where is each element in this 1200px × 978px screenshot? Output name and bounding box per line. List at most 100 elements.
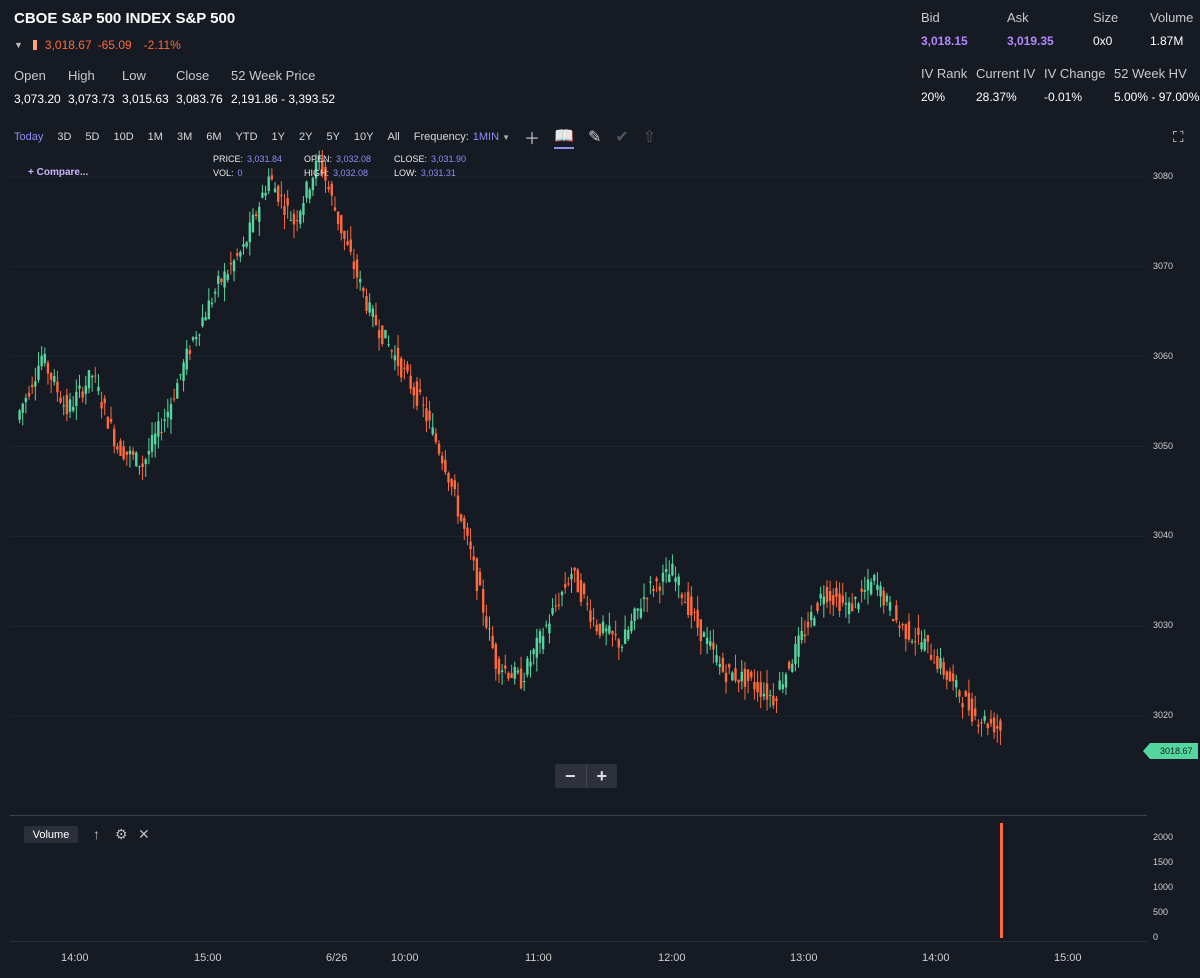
candle-body — [27, 392, 31, 397]
candle-body — [469, 541, 472, 550]
candle-body — [403, 367, 406, 369]
crosshair-icon[interactable]: ＋ — [524, 131, 541, 148]
range-5d[interactable]: 5D — [85, 131, 100, 143]
frequency-select[interactable]: 1MIN ▼ — [472, 131, 511, 143]
compare-button[interactable]: + Compare... — [28, 167, 89, 178]
candle-body — [526, 658, 529, 675]
zoom-out-button[interactable]: − — [555, 764, 587, 788]
candle-body — [907, 621, 911, 640]
candle-body — [472, 556, 475, 561]
crosshair-price: PRICE: 3,031.84 — [213, 154, 283, 164]
candle-body — [548, 623, 551, 634]
candle-body — [40, 355, 43, 367]
close-icon[interactable]: ✕ — [138, 826, 150, 842]
candle-body — [709, 641, 712, 647]
candle-body — [188, 350, 192, 355]
candle-body — [989, 718, 993, 724]
candle-body — [273, 188, 277, 193]
candle-body — [737, 679, 740, 683]
price-chart[interactable] — [10, 150, 1145, 815]
chevron-down-icon[interactable]: ▼ — [14, 40, 23, 50]
candle-body — [639, 608, 643, 618]
candle-body — [418, 389, 422, 393]
range-1m[interactable]: 1M — [147, 131, 163, 143]
candle-body — [895, 605, 898, 621]
candle-body — [576, 569, 580, 593]
candle-body — [819, 593, 822, 599]
candle-body — [699, 619, 703, 642]
candle-body — [724, 672, 728, 682]
zoom-in-button[interactable]: + — [596, 765, 607, 786]
candle-body — [929, 654, 933, 660]
candle-body — [768, 695, 772, 697]
candle-body — [951, 673, 955, 681]
last-price: 3,018.67 — [44, 38, 92, 52]
frequency-label: Frequency: — [413, 131, 469, 143]
candle-body — [258, 206, 261, 222]
candle-body — [488, 628, 491, 630]
candle-body — [967, 693, 971, 711]
candle-body — [384, 329, 387, 339]
candle-body — [655, 578, 658, 582]
candle-body — [213, 291, 217, 294]
candle-body — [34, 381, 37, 387]
price-change: -65.09 — [97, 38, 132, 52]
candle-body — [854, 596, 857, 600]
candle-body — [532, 649, 535, 655]
crosshair-high: HIGH: 3,032.08 — [304, 168, 369, 178]
panel-divider[interactable] — [10, 815, 1147, 816]
fullscreen-icon[interactable]: ⛶ — [1173, 129, 1184, 146]
candle-body — [324, 166, 327, 181]
candle-body — [18, 410, 21, 420]
check-icon[interactable]: ✔ — [615, 129, 629, 146]
range-ytd[interactable]: YTD — [235, 131, 258, 143]
range-1y[interactable]: 1Y — [271, 131, 285, 143]
range-today[interactable]: Today — [14, 131, 44, 143]
candle-body — [377, 330, 381, 339]
candle-body — [362, 287, 365, 292]
candle-body — [308, 189, 311, 199]
candle-body — [743, 668, 747, 687]
range-6m[interactable]: 6M — [206, 131, 222, 143]
candle-body — [898, 625, 901, 628]
share-icon[interactable]: ⇧ — [642, 129, 657, 146]
pencil-icon[interactable]: ✎ — [587, 129, 602, 146]
candle-body — [321, 159, 324, 175]
arrow-up-icon[interactable]: ↑ — [93, 826, 100, 842]
candle-body — [358, 278, 362, 283]
book-icon[interactable]: 📖 — [554, 126, 574, 149]
range-5y[interactable]: 5Y — [326, 131, 340, 143]
ask-label: Ask — [1007, 10, 1029, 25]
range-3d[interactable]: 3D — [57, 131, 72, 143]
high-label: High — [68, 68, 95, 83]
gear-icon[interactable]: ⚙ — [115, 826, 128, 842]
candle-body — [513, 666, 516, 679]
candle-body — [494, 644, 498, 669]
volume-tick-label: 1500 — [1153, 857, 1174, 867]
range-all[interactable]: All — [387, 131, 400, 143]
candle-body — [507, 673, 510, 679]
range-10y[interactable]: 10Y — [353, 131, 374, 143]
candle-body — [850, 603, 854, 612]
candle-body — [65, 394, 69, 415]
candle-body — [980, 722, 983, 724]
range-3m[interactable]: 3M — [176, 131, 193, 143]
range-2y[interactable]: 2Y — [298, 131, 313, 143]
candle-body — [59, 397, 62, 403]
candle-body — [261, 192, 264, 198]
candle-body — [917, 627, 920, 635]
range-10d[interactable]: 10D — [113, 131, 134, 143]
candle-body — [705, 637, 709, 644]
candle-body — [835, 587, 838, 597]
candle-body — [671, 563, 674, 576]
candle-body — [270, 175, 274, 180]
candle-body — [254, 214, 258, 216]
candle-body — [727, 664, 731, 668]
candle-body — [232, 260, 236, 272]
candle-body — [179, 374, 182, 376]
volume-panel-label: Volume — [24, 826, 78, 843]
candle-body — [393, 355, 397, 361]
crosshair-low: LOW: 3,031.31 — [394, 168, 456, 178]
y-tick-label: 3060 — [1153, 350, 1174, 361]
size-value: 0x0 — [1093, 34, 1113, 48]
